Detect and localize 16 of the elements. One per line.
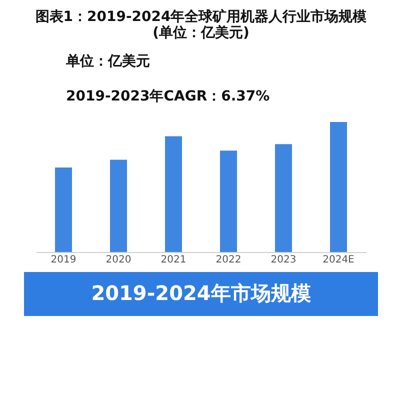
- x-tick-label: 2022: [216, 254, 242, 266]
- bar: [275, 144, 292, 252]
- bar: [330, 122, 347, 252]
- text: 2019-2024年市场规模: [91, 281, 311, 305]
- bar: [220, 150, 237, 252]
- x-tick-label: 2020: [106, 254, 132, 266]
- chart-title: 图表1：2019-2024年全球矿用机器人行业市场规模(单位：亿美元): [35, 8, 368, 41]
- text: 2019-2023年CAGR：6.37%: [66, 88, 270, 104]
- bar: [55, 168, 72, 252]
- x-tick-label: 2023: [270, 254, 296, 266]
- bar: [165, 136, 182, 252]
- x-tick-label: 2019: [50, 254, 76, 266]
- x-tick-label: 2021: [160, 254, 186, 266]
- x-tick-label: 2024E: [322, 254, 354, 266]
- bar: [110, 160, 127, 252]
- text: 单位：亿美元: [65, 52, 150, 70]
